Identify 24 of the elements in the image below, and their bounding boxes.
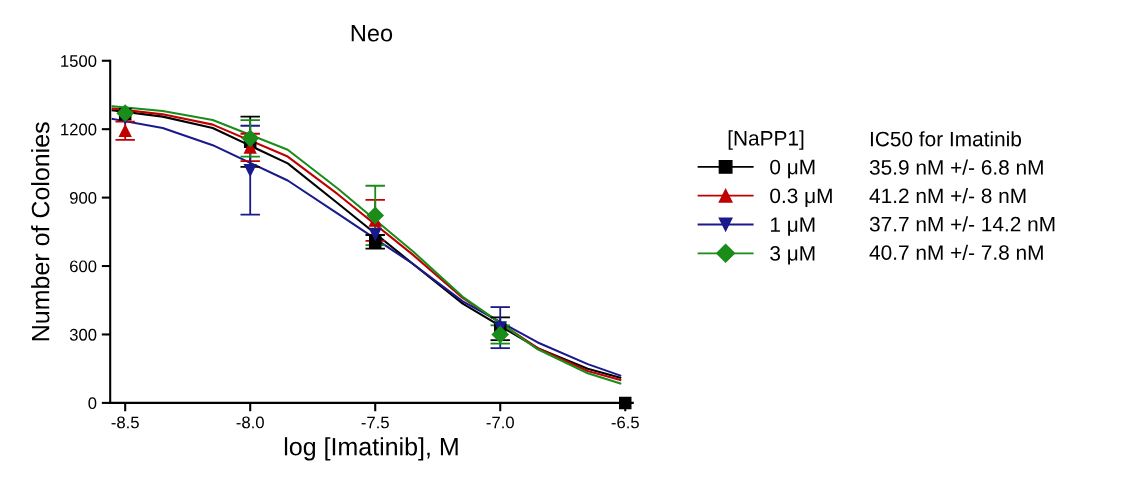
y-tick-label: 1500: [61, 55, 97, 67]
y-tick-label: 600: [70, 260, 97, 273]
legend-title: [NaPP1]: [728, 130, 804, 150]
text: 40.7 nM +/- 7.8 nM: [869, 244, 1043, 260]
x-tick-label: -7.0: [486, 416, 514, 429]
text: 41.2 nM +/- 8 nM: [869, 187, 1026, 204]
x-tick-label: -6.5: [611, 416, 639, 429]
x-tick-label: -8.5: [111, 416, 139, 429]
chart-title: Neo: [351, 25, 393, 42]
legend-label: 1 μM: [770, 217, 815, 236]
y-tick-label: 1200: [61, 123, 97, 136]
y-axis-title: Number of Colonies: [31, 122, 50, 341]
y-tick-label: 0: [88, 397, 97, 410]
legend-label: 0 μM: [770, 159, 815, 179]
x-tick-label: -8.0: [236, 416, 264, 429]
legend-label: 0.3 μM: [770, 188, 832, 207]
legend-label: 3 μM: [770, 246, 815, 265]
text: 35.9 nM +/- 6.8 nM: [869, 159, 1043, 175]
text: 37.7 nM +/- 14.2 nM: [869, 216, 1055, 232]
text: IC50 for Imatinib: [870, 131, 1022, 147]
y-tick-label: 900: [69, 192, 97, 204]
x-axis-title: log [Imatinib], M: [284, 437, 458, 461]
x-tick-label: -7.5: [361, 416, 389, 429]
y-tick-label: 300: [69, 328, 97, 341]
